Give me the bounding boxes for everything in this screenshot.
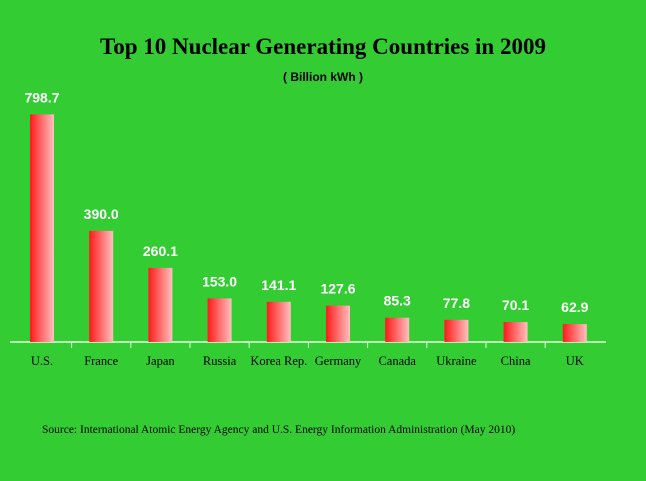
bar-uk (562, 324, 587, 342)
chart-title: Top 10 Nuclear Generating Countries in 2… (100, 34, 546, 59)
category-label-korea-rep: Korea Rep. (250, 354, 307, 368)
value-label-japan: 260.1 (143, 243, 178, 259)
bar-japan (148, 267, 173, 342)
category-label-canada: Canada (378, 354, 416, 368)
chart-subtitle: ( Billion kWh ) (283, 70, 363, 84)
value-label-russia: 153.0 (202, 273, 237, 289)
bar-china (503, 322, 528, 342)
bar-canada (385, 317, 410, 342)
category-label-ukraine: Ukraine (436, 354, 477, 368)
bar-germany (326, 305, 350, 342)
value-label-france: 390.0 (84, 206, 119, 222)
source-note: Source: International Atomic Energy Agen… (42, 424, 516, 436)
category-label-china: China (501, 354, 531, 368)
value-label-u-s: 798.7 (24, 89, 59, 105)
bar-ukraine (444, 319, 469, 342)
bar-korea-rep (266, 301, 291, 342)
value-label-canada: 85.3 (384, 293, 411, 309)
bar-france (89, 230, 114, 342)
value-label-germany: 127.6 (320, 281, 355, 297)
value-label-korea-rep: 141.1 (261, 277, 296, 293)
category-label-japan: Japan (146, 354, 175, 368)
value-label-china: 70.1 (502, 297, 529, 313)
category-label-france: France (84, 354, 118, 368)
value-label-ukraine: 77.8 (443, 295, 470, 311)
bar-u-s (30, 114, 54, 342)
category-label-uk: UK (566, 354, 584, 368)
bar-russia (207, 298, 232, 342)
category-label-u-s: U.S. (31, 354, 53, 368)
category-label-germany: Germany (315, 354, 362, 368)
category-label-russia: Russia (203, 354, 237, 368)
value-label-uk: 62.9 (561, 299, 588, 315)
